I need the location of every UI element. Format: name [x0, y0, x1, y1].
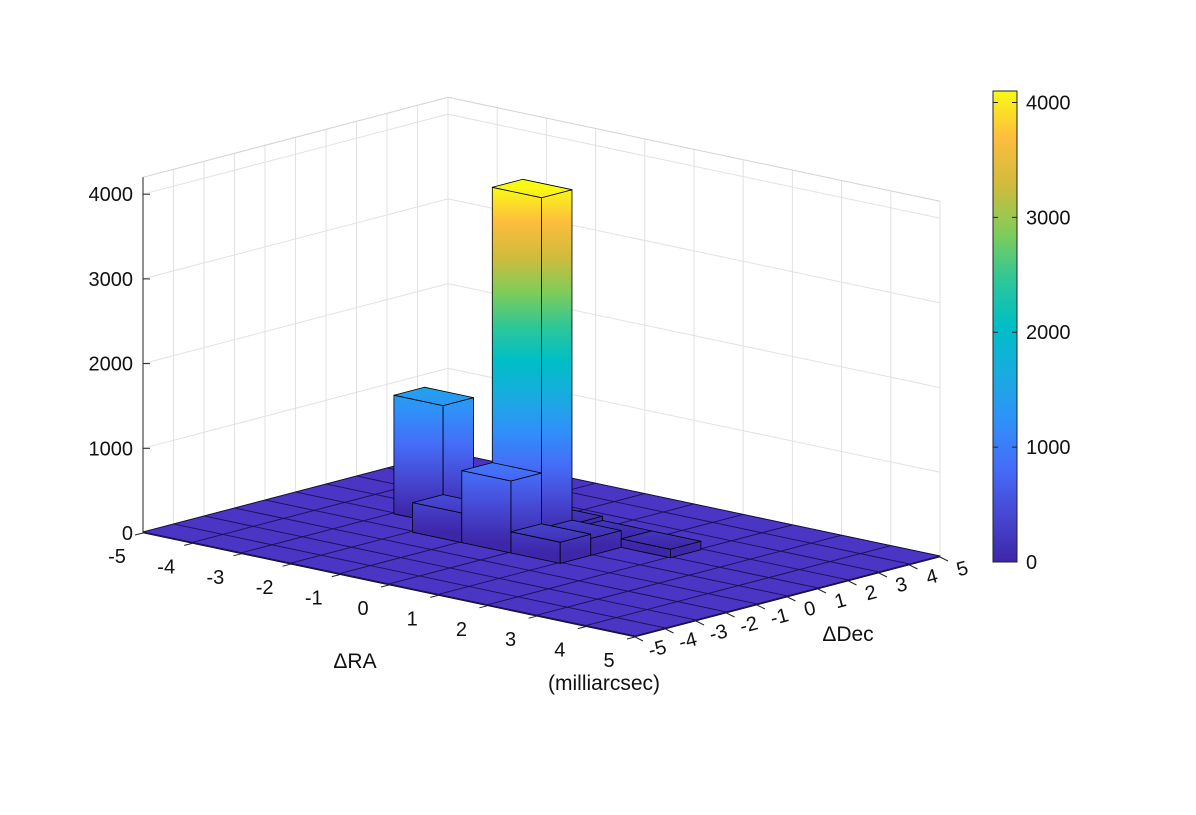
bar-top-face: [620, 530, 702, 550]
y-tick-label: 5: [954, 557, 970, 581]
y-tick-label: -4: [677, 628, 700, 654]
bar-top-face: [491, 178, 573, 199]
x-tick: [430, 594, 439, 598]
x-axis-title: ΔRA: [333, 650, 376, 673]
y-tick: [909, 564, 918, 570]
x-tick-label: -2: [256, 577, 274, 599]
z-tick-label: 3000: [89, 269, 134, 291]
colorbar-gradient: [992, 90, 1018, 563]
z-tick-label: 0: [122, 523, 133, 545]
y-tick-label: 1: [832, 589, 848, 613]
bar: [510, 523, 592, 564]
y-tick-label: 2: [863, 581, 879, 605]
colorbar-tick-label: 1000: [1026, 437, 1071, 459]
x-tick-label: -5: [108, 546, 126, 568]
bar-top-face: [461, 462, 542, 482]
z-tick-label: 2000: [89, 354, 134, 376]
bars-layer: [393, 178, 702, 564]
x-tick-label: 5: [603, 650, 614, 672]
y-tick: [848, 580, 857, 586]
x-tick-label: -4: [157, 556, 175, 578]
floor-bin-line: [634, 555, 941, 637]
y-tick-label: 0: [802, 597, 818, 621]
z-tick-label: 1000: [89, 438, 134, 460]
y-tick: [726, 612, 735, 618]
x-tick-label: 1: [407, 608, 418, 630]
z-tick-label: 4000: [89, 184, 134, 206]
y-tick-label: 4: [924, 565, 940, 589]
x-tick: [380, 584, 390, 588]
y-axis-title: ΔDec: [822, 623, 873, 646]
bar-front-face: [461, 470, 512, 554]
y-tick: [634, 636, 644, 642]
floor-bin-line: [536, 534, 842, 616]
floor-bin-line: [585, 545, 891, 627]
x-tick: [184, 542, 193, 546]
y-tick: [695, 620, 705, 626]
bar-top-face: [510, 523, 592, 543]
x-tick: [134, 532, 144, 536]
x-tick: [577, 626, 586, 630]
bar-top-face: [393, 386, 475, 407]
colorbar-tick-label: 3000: [1026, 207, 1071, 229]
x-tick: [479, 605, 488, 609]
y-tick-label: 3: [893, 573, 909, 597]
colorbar: 0 1000 2000 3000 4000: [992, 90, 1071, 574]
x-tick: [233, 553, 242, 557]
y-tick: [817, 588, 827, 594]
y-tick: [756, 604, 766, 610]
y-tick: [787, 596, 796, 602]
y-tick-label: -1: [768, 604, 791, 630]
x-tick: [626, 636, 636, 640]
y-tick-label: -3: [707, 620, 730, 646]
colorbar-tick-label: 4000: [1026, 92, 1071, 114]
colorbar-tick-label: 2000: [1026, 322, 1071, 344]
y-tick-label: -5: [646, 636, 669, 662]
y-tick: [878, 572, 888, 578]
colorbar-tick-label: 0: [1026, 552, 1037, 574]
x-tick-label: -3: [207, 567, 225, 589]
y-tick: [665, 628, 674, 634]
x-tick: [331, 574, 340, 578]
x-tick: [282, 563, 291, 567]
unit-label: (milliarcsec): [548, 672, 660, 695]
floor-bin-line: [487, 524, 793, 606]
bar: [620, 530, 702, 559]
pane-top-edge: [142, 96, 941, 202]
x-tick-label: 4: [554, 640, 565, 662]
y-tick-label: -2: [738, 612, 761, 638]
x-tick: [528, 615, 537, 619]
x-tick-label: -1: [305, 588, 323, 610]
y-tick: [939, 556, 949, 562]
x-tick-label: 2: [456, 619, 467, 641]
x-tick-label: 0: [357, 598, 368, 620]
x-tick-label: 3: [505, 629, 516, 651]
bar-side-face: [541, 189, 573, 546]
